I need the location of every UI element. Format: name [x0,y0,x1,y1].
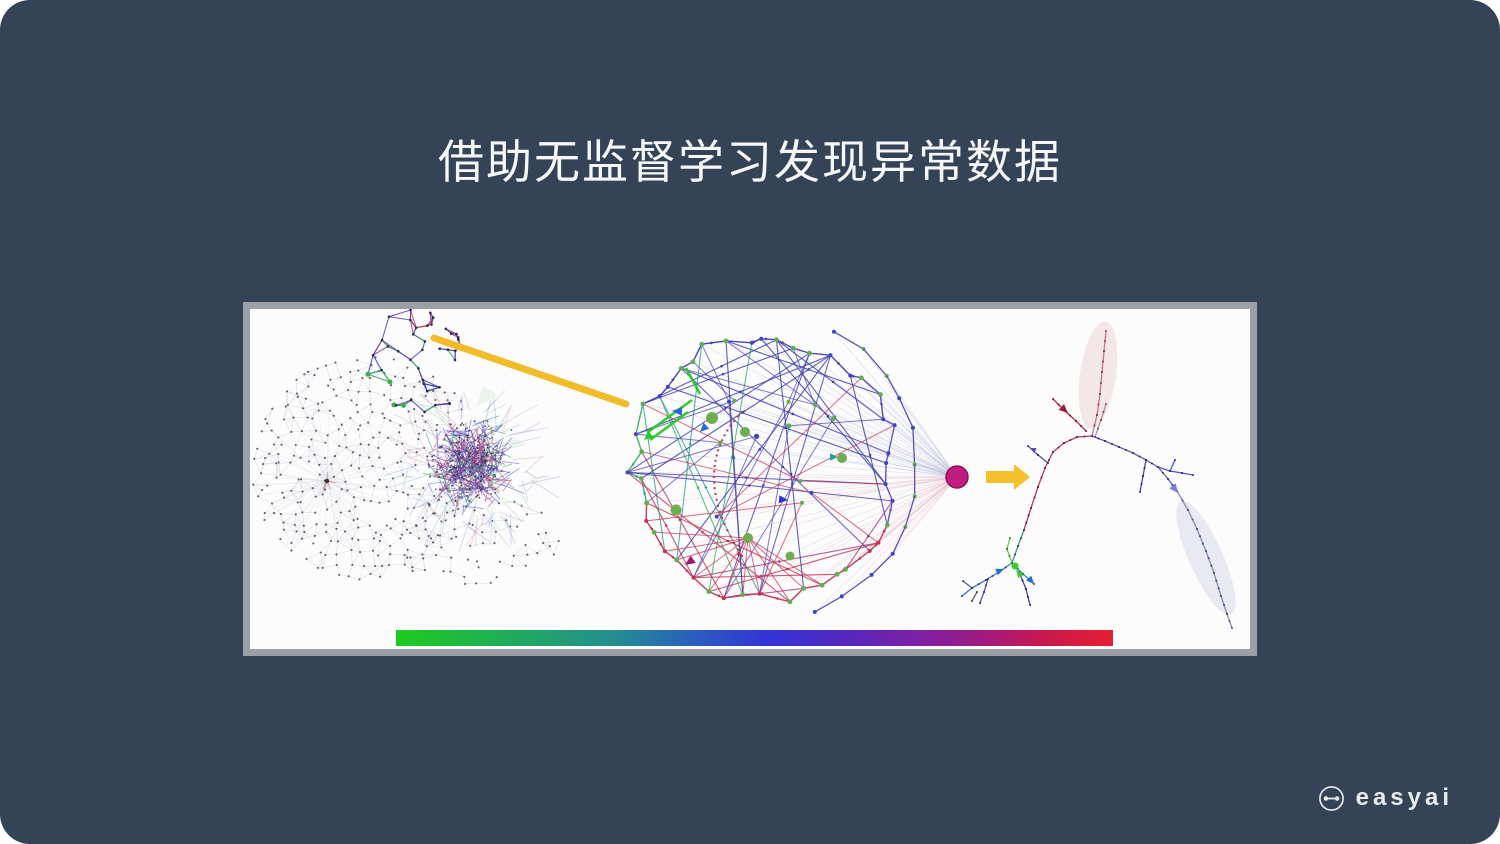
network-figure [252,309,1236,646]
tree-graph [960,321,1236,630]
sparse-point-cloud [252,356,560,585]
robot-face-icon [1318,785,1344,811]
page-title: 借助无监督学习发现异常数据 [438,136,1062,188]
yellow-arrow-icon [986,464,1030,490]
ring-graph [625,329,917,614]
outlier-cluster-top [365,309,462,414]
anomaly-node [945,465,969,489]
yellow-line [430,334,630,408]
figure-panel [243,302,1257,656]
easyai-logo: easyai [1318,784,1453,812]
easyai-logo-text: easyai [1355,784,1453,811]
dense-cluster [383,384,560,553]
colorbar [396,630,1113,646]
